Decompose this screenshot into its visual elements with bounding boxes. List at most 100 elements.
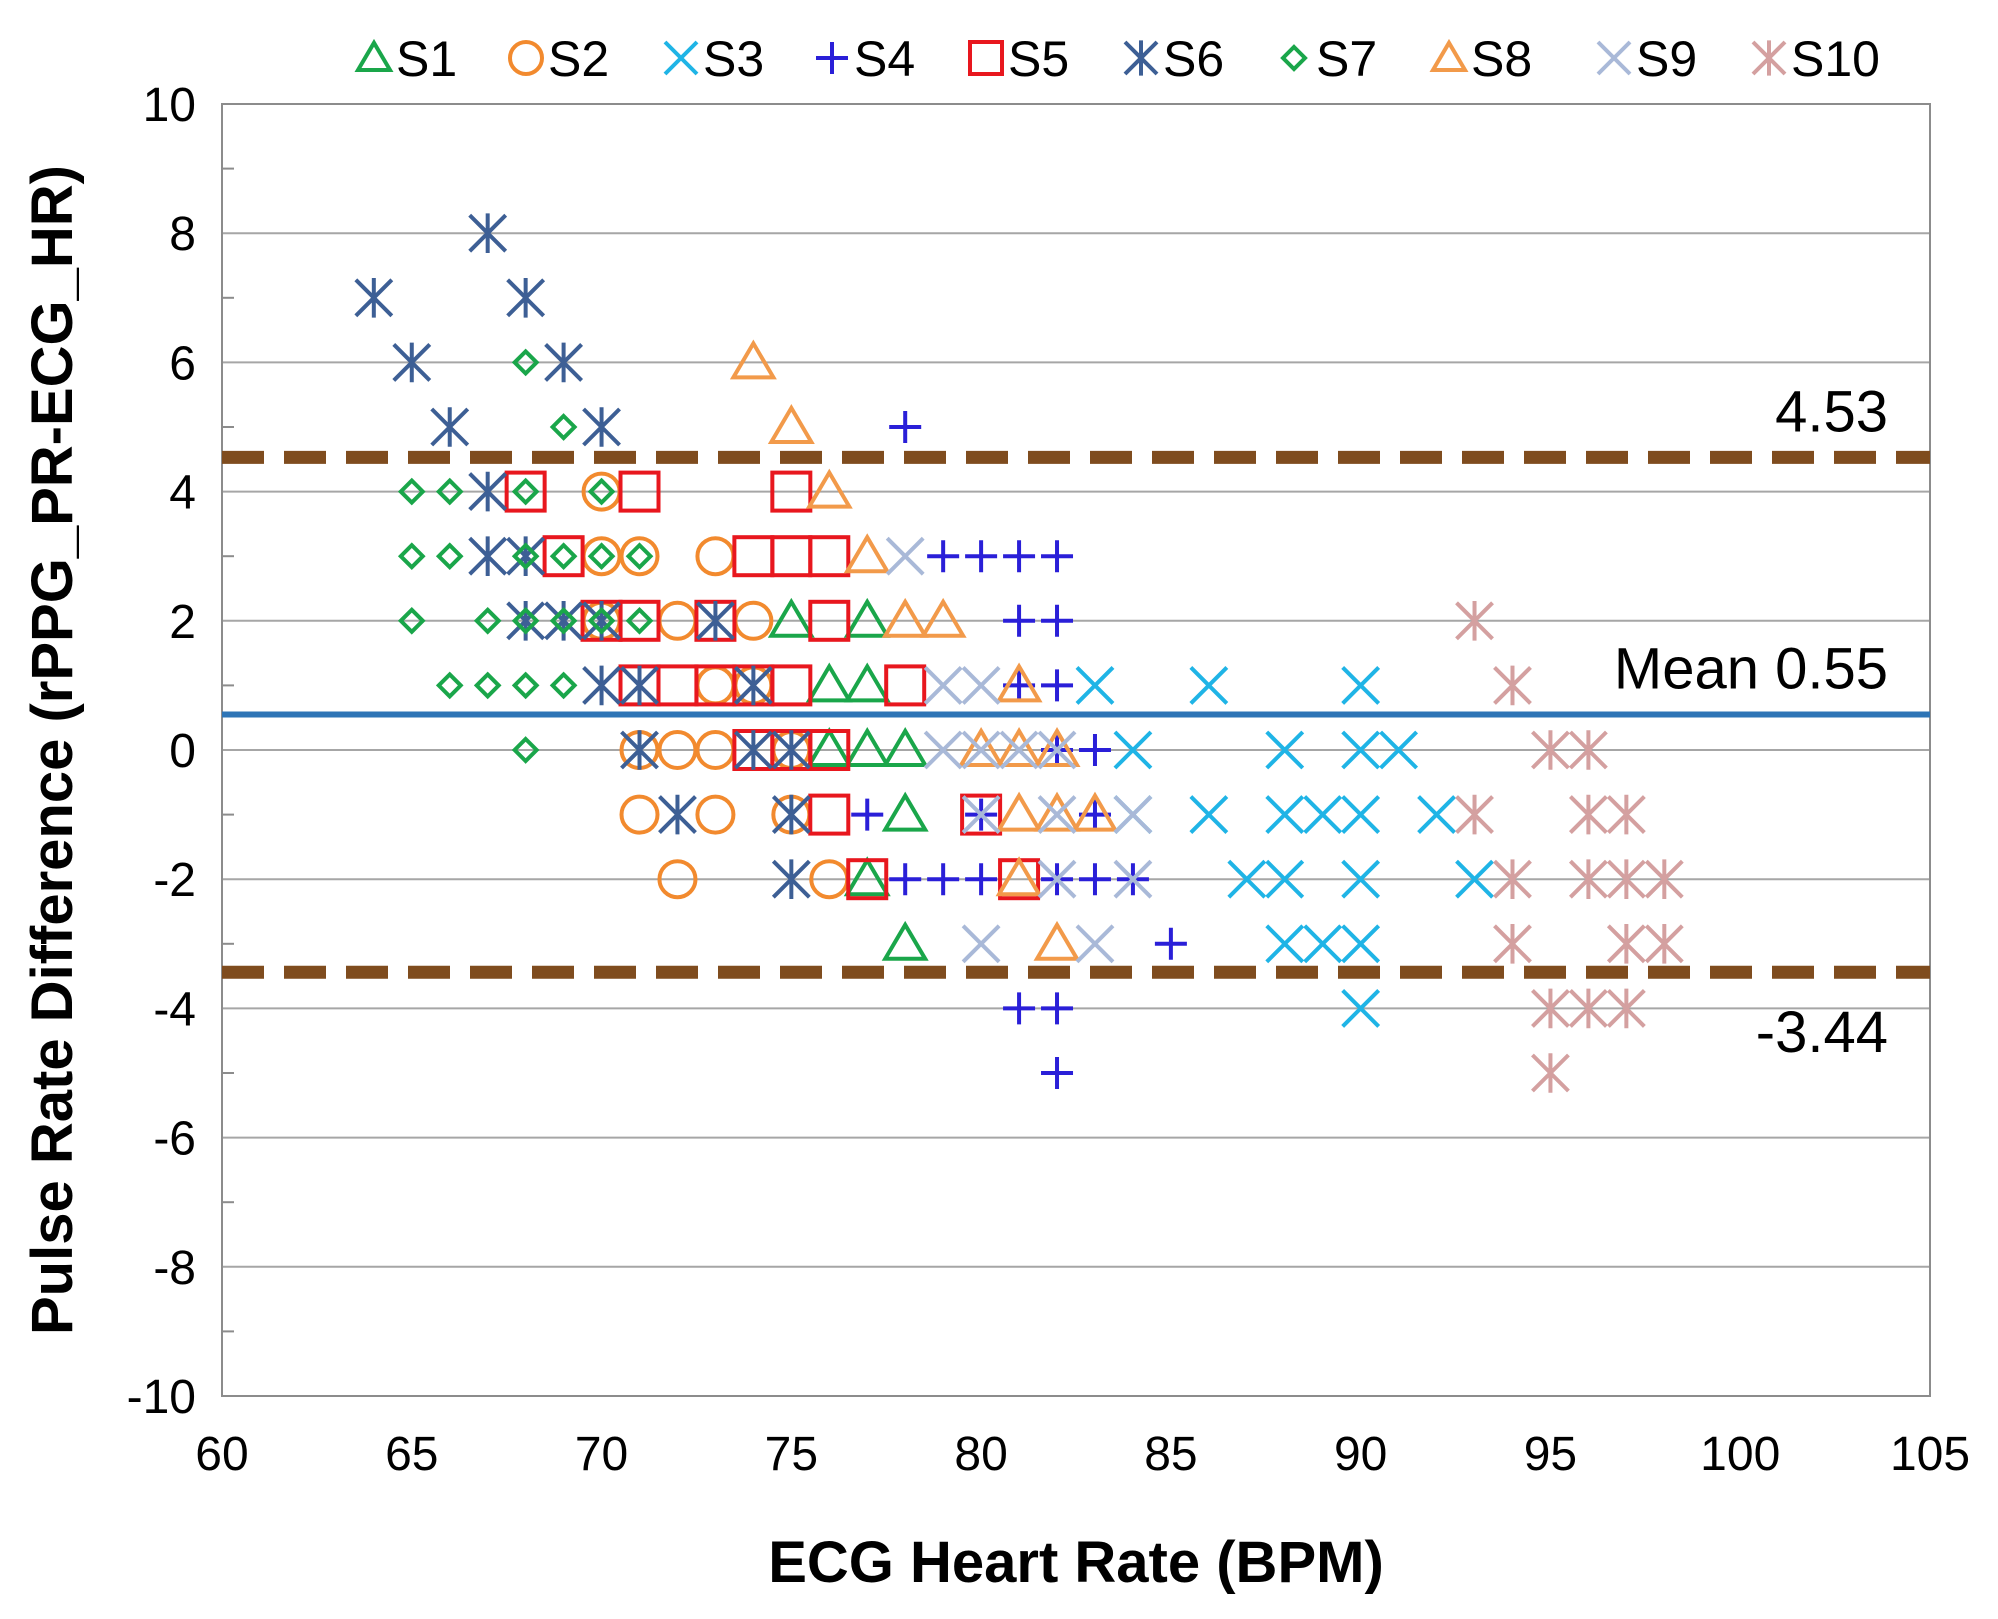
plot-area <box>221 103 1931 1397</box>
point-s8 <box>1033 727 1081 767</box>
legend-entry-s6: S6 <box>1123 31 1224 87</box>
point-s4 <box>1078 863 1111 896</box>
point-s5 <box>542 535 585 578</box>
point-s9 <box>885 536 925 576</box>
reference-label: -3.44 <box>1756 1000 1888 1065</box>
point-s7 <box>397 606 426 635</box>
point-s6 <box>544 342 584 383</box>
legend-entry-s2: S2 <box>508 31 609 87</box>
point-s5 <box>808 793 851 836</box>
point-s10 <box>1455 794 1494 835</box>
series-s8 <box>729 339 1119 961</box>
point-s2 <box>695 794 736 835</box>
point-s2 <box>619 794 660 835</box>
point-s9 <box>923 730 963 770</box>
point-s8 <box>729 339 777 380</box>
point-s7 <box>587 477 616 506</box>
y-tick-label: -10 <box>127 1371 196 1424</box>
y-tick-label: -8 <box>153 1242 196 1295</box>
point-s3 <box>1341 730 1381 770</box>
point-s10 <box>1568 730 1608 770</box>
point-s5 <box>960 793 1003 836</box>
point-s6 <box>696 601 735 641</box>
point-s4 <box>927 540 960 573</box>
point-s7 <box>435 477 464 506</box>
point-s10 <box>1531 988 1570 1029</box>
legend: S1 S2 S3 S4 S5 S6 S7 S8 S9 S10 <box>354 31 1880 87</box>
point-s10 <box>1606 988 1646 1029</box>
point-s5 <box>808 729 851 771</box>
point-s9 <box>999 730 1039 770</box>
point-s7 <box>473 671 502 700</box>
point-s6 <box>771 794 811 835</box>
point-s6 <box>658 794 697 835</box>
point-s9 <box>961 665 1001 705</box>
point-s3 <box>1379 730 1419 770</box>
point-s6 <box>468 471 508 512</box>
y-tick-label: -4 <box>153 983 196 1036</box>
legend-entry-s1: S1 <box>354 31 457 87</box>
point-s10 <box>1531 730 1570 770</box>
y-tick-label: -6 <box>153 1113 196 1166</box>
point-s5 <box>732 535 775 578</box>
point-s8 <box>919 597 967 638</box>
x-tick-label: 85 <box>1144 1428 1197 1481</box>
y-tick-label: 8 <box>169 208 196 261</box>
point-s7 <box>397 542 426 571</box>
point-s9 <box>1113 859 1153 899</box>
point-s8 <box>995 791 1043 832</box>
point-s2 <box>695 665 736 706</box>
legend-entry-s8: S8 <box>1429 31 1532 87</box>
point-s7 <box>511 542 540 571</box>
point-s3 <box>1227 859 1267 899</box>
point-s4 <box>1003 992 1036 1025</box>
legend-entry-s9: S9 <box>1596 31 1697 87</box>
point-s1 <box>843 856 891 897</box>
point-s1 <box>805 662 853 703</box>
point-s10 <box>1568 988 1608 1029</box>
point-s9 <box>923 665 963 705</box>
point-s3 <box>1265 924 1305 964</box>
point-s7 <box>397 477 426 506</box>
point-s3 <box>1265 859 1305 899</box>
y-axis-title: Pulse Rate Difference (rPPG_PR-ECG_HR) <box>20 165 85 1335</box>
point-s2 <box>657 859 698 900</box>
point-s4 <box>1154 927 1187 960</box>
legend-marker <box>1429 38 1469 72</box>
x-tick-label: 60 <box>195 1428 248 1481</box>
point-s3 <box>1265 795 1305 835</box>
point-s9 <box>1037 730 1077 770</box>
y-tick-label: 4 <box>169 467 196 520</box>
point-s4 <box>1041 992 1074 1025</box>
point-s3 <box>1265 730 1305 770</box>
point-s7 <box>625 542 654 571</box>
x-tick-label: 65 <box>385 1428 438 1481</box>
reference-lines: 4.53 Mean 0.55 -3.44 <box>222 379 1930 1065</box>
legend-label: S5 <box>1008 31 1069 87</box>
point-s5 <box>504 470 547 513</box>
series-s5 <box>504 470 1041 901</box>
point-s7 <box>549 413 578 441</box>
point-s9 <box>961 924 1001 964</box>
point-s7 <box>511 477 540 506</box>
point-s8 <box>843 533 891 574</box>
point-s10 <box>1493 859 1532 899</box>
point-s5 <box>884 664 927 707</box>
point-s4 <box>1041 604 1074 637</box>
point-s4 <box>889 863 922 896</box>
reference-label: 4.53 <box>1775 379 1888 444</box>
legend-entry-s4: S4 <box>816 31 915 87</box>
point-s4 <box>927 863 960 896</box>
point-s8 <box>1033 791 1081 832</box>
point-s7 <box>511 606 540 635</box>
point-s5 <box>808 535 851 578</box>
point-s8 <box>995 856 1043 897</box>
point-s10 <box>1493 924 1532 964</box>
legend-marker <box>1123 40 1159 76</box>
y-tick-label: 10 <box>143 79 196 132</box>
point-s7 <box>435 542 464 571</box>
point-s6 <box>771 730 811 770</box>
x-tick-label: 95 <box>1524 1428 1577 1481</box>
point-s4 <box>1041 540 1074 573</box>
y-tick-label: 2 <box>169 596 196 649</box>
